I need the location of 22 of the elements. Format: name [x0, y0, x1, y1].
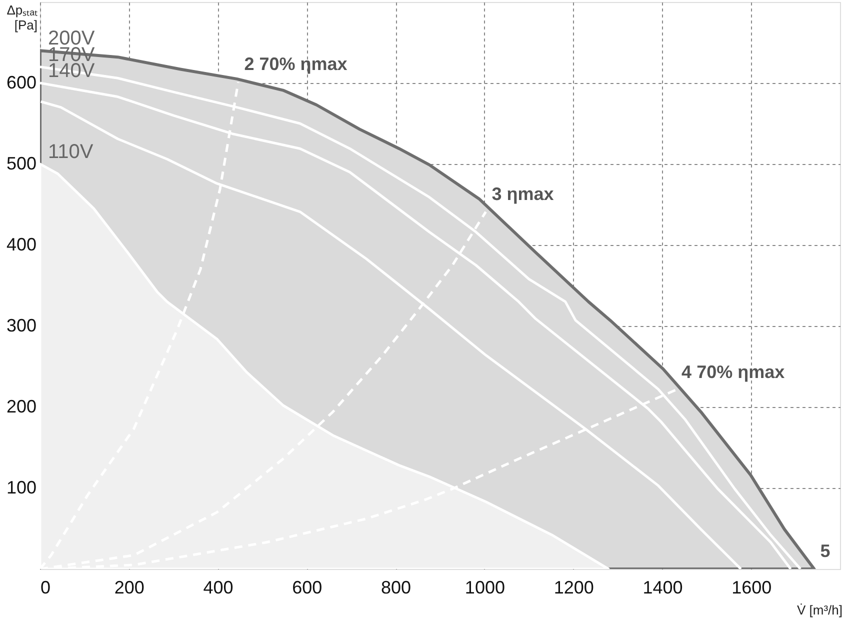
x-tick-label: 200 — [114, 578, 144, 598]
x-tick-label: 0 — [40, 578, 51, 598]
annotation: 4 70% ηmax — [682, 362, 785, 382]
x-tick-label: 600 — [292, 578, 322, 598]
x-tick-label: 1200 — [554, 578, 594, 598]
y-tick-label: 400 — [6, 234, 36, 254]
y-tick-label: 200 — [6, 396, 36, 416]
y-tick-label: 600 — [6, 72, 36, 92]
y-tick-label: 100 — [6, 478, 36, 498]
annotation: 5 — [820, 541, 830, 561]
x-tick-label: 1600 — [732, 578, 772, 598]
y-axis-title: Δpₛₜₐₜ [Pa] — [6, 2, 38, 32]
x-tick-label: 1000 — [464, 578, 505, 598]
series-label: 110V — [48, 141, 94, 163]
y-tick-label: 500 — [6, 154, 36, 174]
x-axis-title: V̇ [m³/h] — [796, 602, 842, 618]
x-tick-label: 400 — [203, 578, 234, 598]
annotation: 2 70% ηmax — [244, 54, 348, 74]
y-tick-label: 300 — [6, 316, 36, 336]
x-tick-label: 800 — [381, 578, 412, 598]
x-tick-label: 1400 — [642, 578, 683, 598]
annotation: 3 ηmax — [492, 184, 554, 204]
